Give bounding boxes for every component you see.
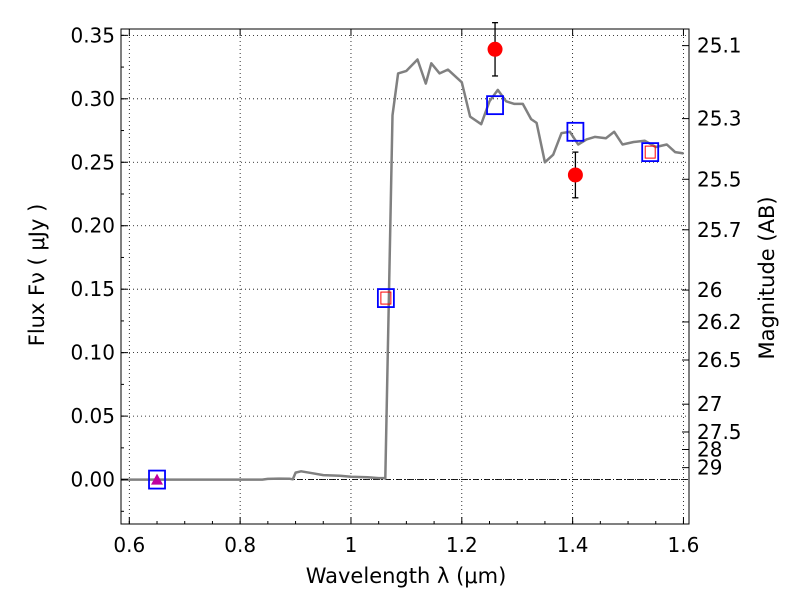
data-series bbox=[121, 22, 684, 490]
mag-tick-label: 29 bbox=[697, 456, 722, 480]
y-tick-label: 0.30 bbox=[70, 87, 115, 111]
model-band-flux-square bbox=[486, 95, 504, 116]
mag-tick-label: 28 bbox=[697, 437, 722, 461]
mag-tick-label: 27 bbox=[697, 392, 722, 416]
y-tick-label: 0.05 bbox=[70, 404, 115, 428]
y-tick-label: 0.00 bbox=[70, 468, 115, 492]
x-tick-label: 1.6 bbox=[668, 533, 700, 557]
mag-tick-label: 25.1 bbox=[697, 34, 742, 58]
mag-tick-label: 26 bbox=[697, 278, 722, 302]
y-tick-label: 0.35 bbox=[70, 23, 115, 47]
model-band-flux-square-small bbox=[644, 145, 656, 159]
plot-frame bbox=[120, 28, 690, 525]
observed-flux-point bbox=[567, 167, 583, 183]
observed-flux-point bbox=[487, 41, 503, 57]
x-tick-label: 1.2 bbox=[446, 533, 478, 557]
x-tick-label: 0.6 bbox=[113, 533, 145, 557]
y-axis-label: Flux Fν ( μJy ) bbox=[25, 204, 49, 347]
magnitude-axis-label: Magnitude (AB) bbox=[755, 196, 779, 359]
model-band-flux-square-small bbox=[380, 291, 392, 305]
grid bbox=[121, 29, 689, 524]
y-tick-label: 0.25 bbox=[70, 150, 115, 174]
y-tick-label: 0.10 bbox=[70, 341, 115, 365]
mag-tick-label: 25.5 bbox=[697, 167, 742, 191]
y-tick-label: 0.15 bbox=[70, 277, 115, 301]
model-band-flux-square bbox=[148, 469, 166, 490]
axis-ticks: 0.6 0.8 1 1.2 1.4 1.6 0.00 0.05 0.10 0.15 0.20 0.25… bbox=[70, 23, 741, 557]
model-spectrum-line bbox=[121, 58, 684, 481]
model-band-flux-square bbox=[566, 121, 585, 142]
x-tick-label: 0.8 bbox=[224, 533, 256, 557]
model-band-flux-square bbox=[376, 288, 395, 308]
model-band-flux-square bbox=[641, 142, 660, 163]
mag-tick-label: 25.7 bbox=[697, 218, 742, 242]
mag-tick-label: 25.3 bbox=[697, 107, 742, 131]
y-tick-label: 0.20 bbox=[70, 214, 115, 238]
mag-tick-label: 26.5 bbox=[697, 348, 742, 372]
mag-tick-label: 27.5 bbox=[697, 420, 742, 444]
nondetection-triangle bbox=[151, 473, 164, 485]
x-axis-label: Wavelength λ (μm) bbox=[306, 564, 507, 588]
x-tick-label: 1.4 bbox=[557, 533, 589, 557]
x-tick-label: 1 bbox=[345, 533, 358, 557]
mag-tick-label: 26.2 bbox=[697, 310, 742, 334]
